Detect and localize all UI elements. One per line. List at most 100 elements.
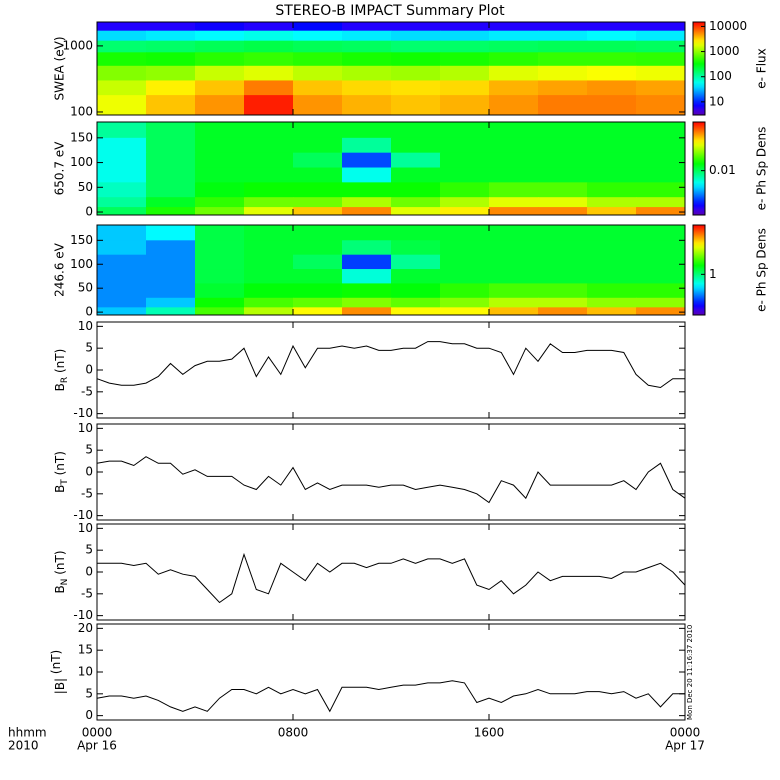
heatmap-cell bbox=[391, 283, 441, 299]
heatmap-cell bbox=[538, 30, 588, 42]
heatmap-cell bbox=[489, 240, 539, 256]
heatmap-cell bbox=[146, 167, 196, 183]
heatmap-cell bbox=[293, 182, 343, 198]
heatmap-cell bbox=[146, 40, 196, 53]
heatmap-cell bbox=[587, 40, 637, 53]
heatmap-cell bbox=[391, 269, 441, 284]
y-tick-label: 150 bbox=[70, 233, 93, 247]
heatmap-cell bbox=[587, 225, 637, 241]
heatmap-cell bbox=[342, 137, 392, 154]
heatmap-cell bbox=[587, 22, 637, 32]
heatmap-cell bbox=[195, 152, 245, 169]
y-tick-label: 5 bbox=[85, 443, 93, 457]
heatmap-cell bbox=[489, 22, 539, 32]
heatmap-cell bbox=[146, 182, 196, 198]
heatmap-cell bbox=[391, 297, 441, 308]
heatmap-cell bbox=[538, 122, 588, 139]
y-tick-label: -10 bbox=[73, 608, 93, 622]
time-label: hhmm bbox=[8, 726, 47, 740]
heatmap-cell bbox=[440, 283, 490, 299]
heatmap-cell bbox=[538, 240, 588, 256]
heatmap-cell bbox=[146, 297, 196, 308]
heatmap-cell bbox=[489, 52, 539, 67]
heatmap-cell bbox=[440, 182, 490, 198]
heatmap-cell bbox=[195, 297, 245, 308]
heatmap-cell bbox=[636, 307, 686, 316]
heatmap-cell bbox=[97, 254, 147, 270]
heatmap-cell bbox=[636, 197, 686, 208]
y-axis-label-unit: (nT) bbox=[53, 451, 67, 479]
colorbar-tick-label: 10 bbox=[709, 94, 724, 108]
heatmap-cell bbox=[244, 95, 294, 116]
heatmap-cell bbox=[440, 80, 490, 96]
heatmap-cell bbox=[293, 137, 343, 154]
y-tick-label: 0 bbox=[85, 708, 93, 722]
heatmap-cell bbox=[244, 283, 294, 299]
heatmap-cell bbox=[97, 225, 147, 241]
heatmap-cell bbox=[97, 182, 147, 198]
heatmap-cell bbox=[293, 22, 343, 32]
y-tick-label: 50 bbox=[78, 180, 93, 194]
y-axis-label: 650.7 eV bbox=[53, 141, 67, 196]
heatmap-cell bbox=[97, 197, 147, 208]
heatmap-cell bbox=[440, 225, 490, 241]
heatmap-cell bbox=[587, 283, 637, 299]
heatmap-cell bbox=[489, 167, 539, 183]
heatmap-cell bbox=[489, 95, 539, 116]
heatmap-cell bbox=[538, 167, 588, 183]
heatmap-cell bbox=[97, 307, 147, 316]
y-tick-label: -5 bbox=[81, 586, 93, 600]
heatmap-cell bbox=[391, 254, 441, 270]
heatmap-cell bbox=[489, 254, 539, 270]
heatmap-cell bbox=[391, 182, 441, 198]
heatmap-cell bbox=[97, 167, 147, 183]
heatmap-cell bbox=[342, 30, 392, 42]
y-axis-label-unit: (nT) bbox=[53, 349, 67, 377]
heatmap-cell bbox=[342, 283, 392, 299]
heatmap-cell bbox=[244, 152, 294, 169]
heatmap-cell bbox=[293, 152, 343, 169]
heatmap-cell bbox=[244, 225, 294, 241]
heatmap-cell bbox=[97, 240, 147, 256]
heatmap-cell bbox=[146, 269, 196, 284]
heatmap-cell bbox=[587, 269, 637, 284]
heatmap-cell bbox=[342, 40, 392, 53]
heatmap-cell bbox=[391, 137, 441, 154]
heatmap-cell bbox=[391, 22, 441, 32]
y-tick-label: 10 bbox=[78, 521, 93, 535]
heatmap-cell bbox=[391, 65, 441, 81]
y-tick-label: 10 bbox=[78, 421, 93, 435]
colorbar-label: e- Ph Sp Dens bbox=[755, 127, 769, 211]
heatmap-cell bbox=[489, 122, 539, 139]
heatmap-cell bbox=[440, 207, 490, 216]
heatmap-cell bbox=[538, 52, 588, 67]
heatmap-cell bbox=[538, 269, 588, 284]
date-label: Apr 17 bbox=[665, 739, 705, 753]
heatmap-cell bbox=[97, 52, 147, 67]
y-tick-label: 10 bbox=[78, 319, 93, 333]
x-tick-label: 0800 bbox=[278, 726, 309, 740]
heatmap-cell bbox=[636, 65, 686, 81]
heatmap-cell bbox=[391, 52, 441, 67]
heatmap-cell bbox=[244, 122, 294, 139]
y-axis-label-main: |B| bbox=[53, 678, 67, 694]
heatmap-cell bbox=[97, 152, 147, 169]
heatmap-cell bbox=[440, 22, 490, 32]
heatmap-cell bbox=[538, 307, 588, 316]
heatmap-cell bbox=[440, 30, 490, 42]
heatmap-cell bbox=[195, 167, 245, 183]
heatmap-cell bbox=[538, 182, 588, 198]
heatmap-cell bbox=[293, 80, 343, 96]
heatmap-cell bbox=[391, 40, 441, 53]
heatmap-cell bbox=[342, 22, 392, 32]
heatmap-cell bbox=[489, 225, 539, 241]
heatmap-cell bbox=[293, 95, 343, 116]
heatmap-cell bbox=[244, 197, 294, 208]
heatmap-cell bbox=[538, 22, 588, 32]
y-tick-label: 0 bbox=[85, 205, 93, 219]
heatmap-cell bbox=[146, 152, 196, 169]
heatmap-cell bbox=[489, 65, 539, 81]
heatmap-cell bbox=[538, 65, 588, 81]
heatmap-cell bbox=[293, 225, 343, 241]
heatmap-cell bbox=[636, 297, 686, 308]
